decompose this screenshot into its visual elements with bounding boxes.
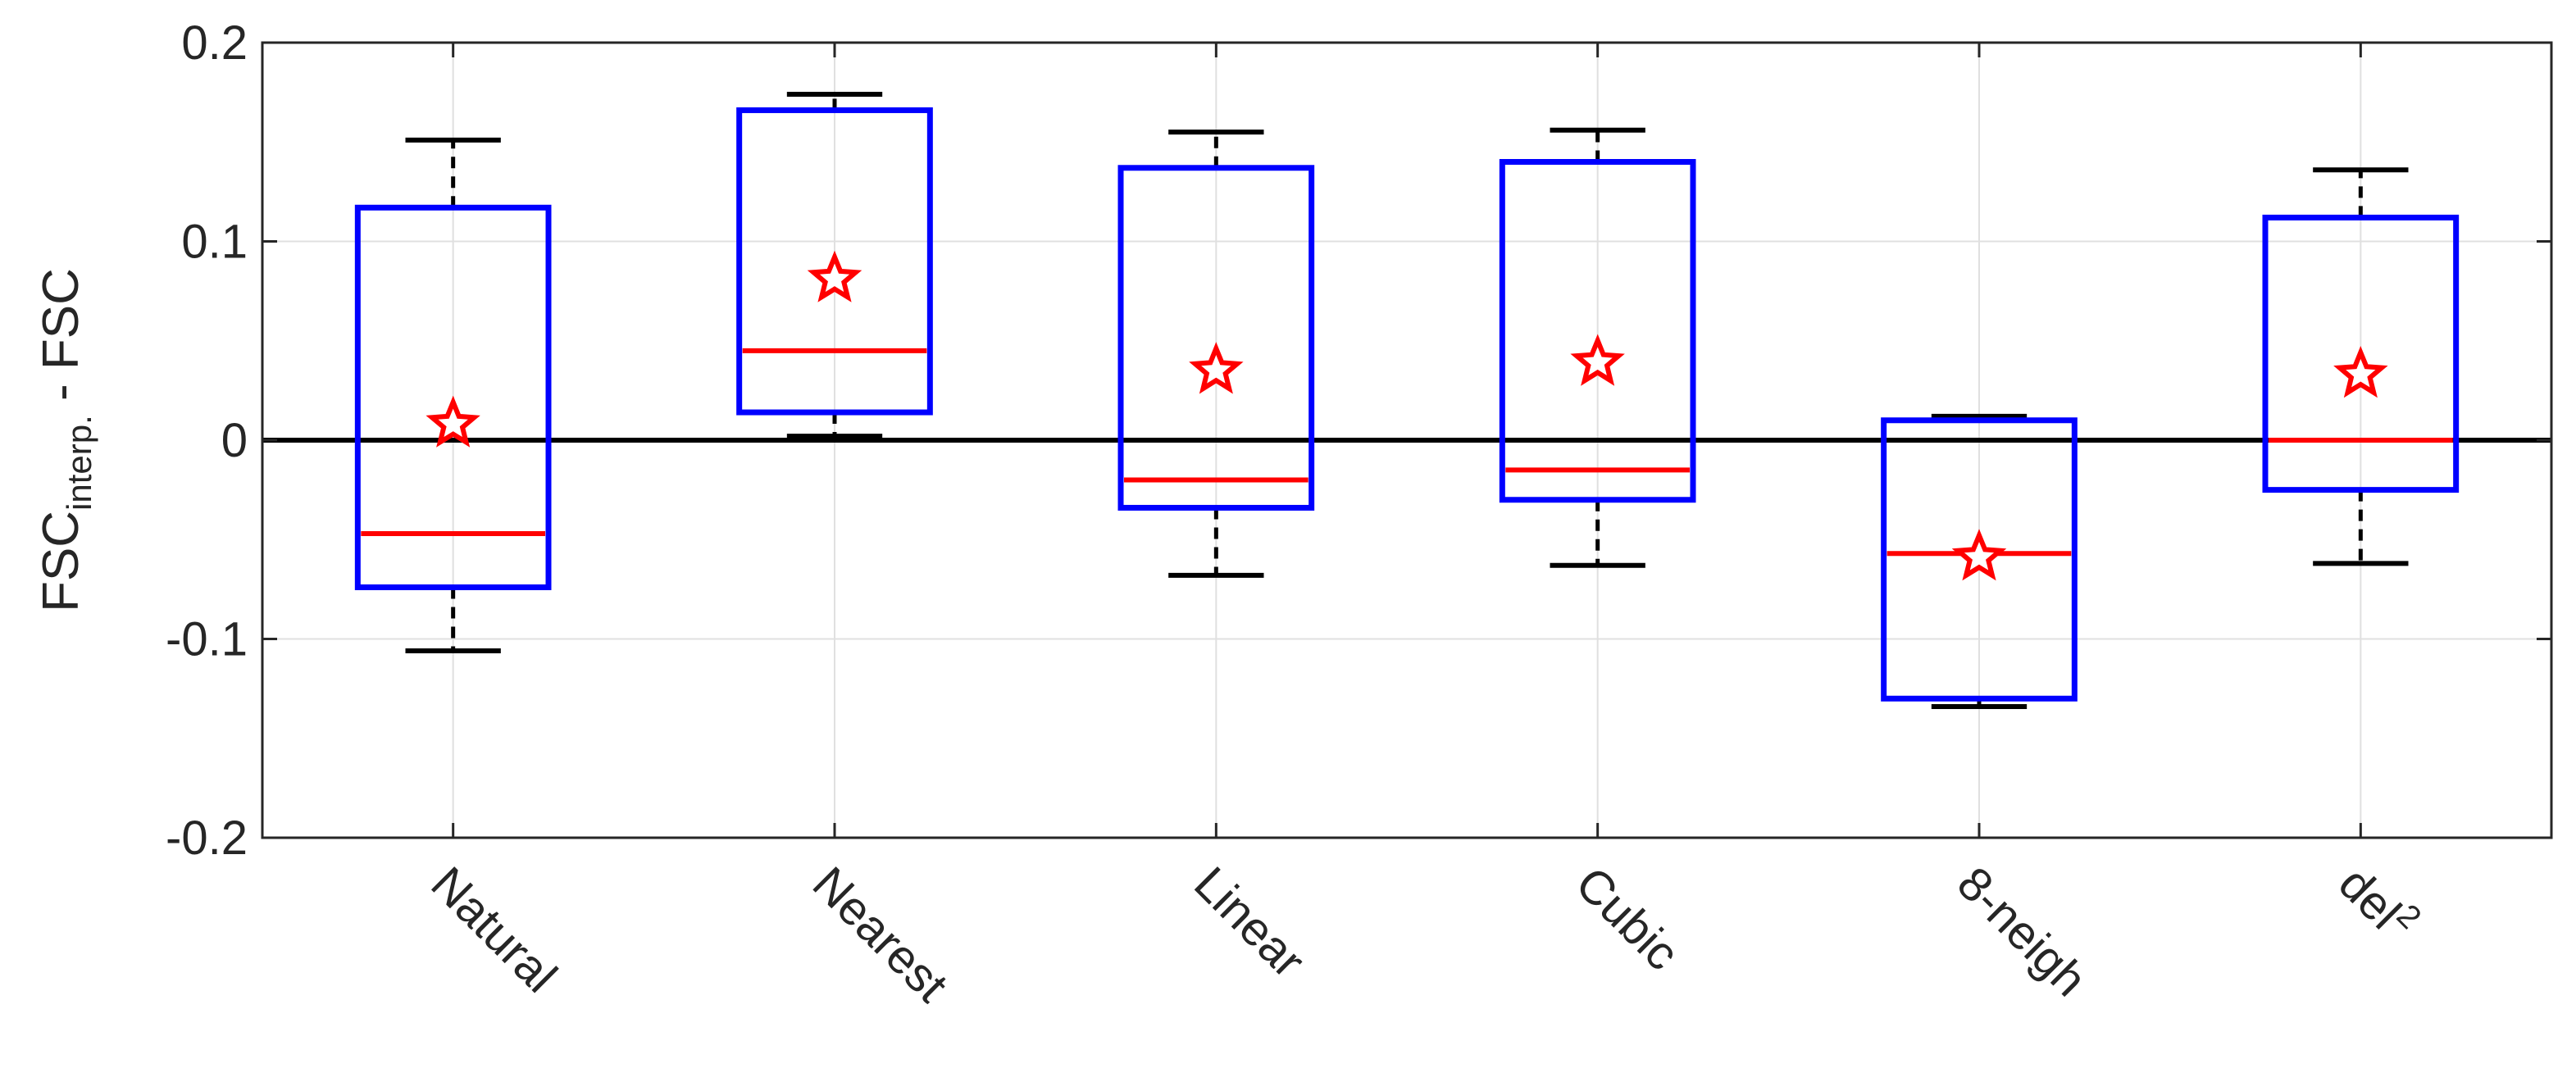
mean-star-marker xyxy=(1951,529,2007,581)
box-iqr xyxy=(1117,165,1315,511)
box-iqr xyxy=(354,204,552,590)
x-tick-label-text: Cubic xyxy=(1565,857,1689,980)
x-tick-label: Natural xyxy=(421,857,567,1002)
x-tick-label: Nearest xyxy=(803,857,958,1012)
box-plots xyxy=(354,92,2460,709)
y-axis-title-subscript: interp. xyxy=(60,415,98,511)
mean-star-marker xyxy=(2333,346,2388,398)
y-tick-label: -0.1 xyxy=(166,613,248,666)
x-tick-label-text: Nearest xyxy=(803,857,958,1012)
x-tick-label: del2 xyxy=(2328,852,2428,952)
x-tick-label: 8-neigh xyxy=(1947,857,2097,1007)
x-axis-labels: Natural Nearest Linear Cubic 8-neigh del2 xyxy=(421,43,2428,1012)
box-iqr xyxy=(1881,417,2078,702)
box-iqr xyxy=(2262,214,2460,493)
mean-star-marker xyxy=(807,250,862,302)
box-iqr xyxy=(1499,159,1696,503)
x-tick-label-text: Linear xyxy=(1184,857,1315,988)
mean-star-marker xyxy=(1189,342,1244,394)
y-axis-title: FSCinterp. - FSC xyxy=(33,268,98,612)
y-axis-ticks: -0.2 -0.1 0 0.1 0.2 xyxy=(166,16,2551,865)
box-plot-nearest xyxy=(736,92,933,439)
y-axis-title-suffix: - FSC xyxy=(33,268,89,415)
x-tick-label: Linear xyxy=(1184,857,1315,988)
y-axis-title-main: FSC xyxy=(33,511,89,612)
y-tick-label: 0 xyxy=(221,414,248,467)
box-plot-8-neigh xyxy=(1881,413,2078,709)
y-tick-label: 0.1 xyxy=(181,216,248,269)
mean-star-marker xyxy=(426,395,480,448)
box-plot-cubic xyxy=(1499,127,1696,568)
y-tick-label: -0.2 xyxy=(166,812,248,865)
box-plot-del xyxy=(2262,167,2460,566)
x-tick-label: Cubic xyxy=(1565,857,1689,980)
box-iqr xyxy=(736,107,933,416)
box-plot-linear xyxy=(1117,130,1315,578)
mean-star-marker xyxy=(1570,334,1625,386)
box-plot-natural xyxy=(354,137,552,654)
y-tick-label: 0.2 xyxy=(181,16,248,70)
x-tick-label-text: 8-neigh xyxy=(1947,857,2097,1007)
x-tick-label-text: Natural xyxy=(421,857,567,1002)
